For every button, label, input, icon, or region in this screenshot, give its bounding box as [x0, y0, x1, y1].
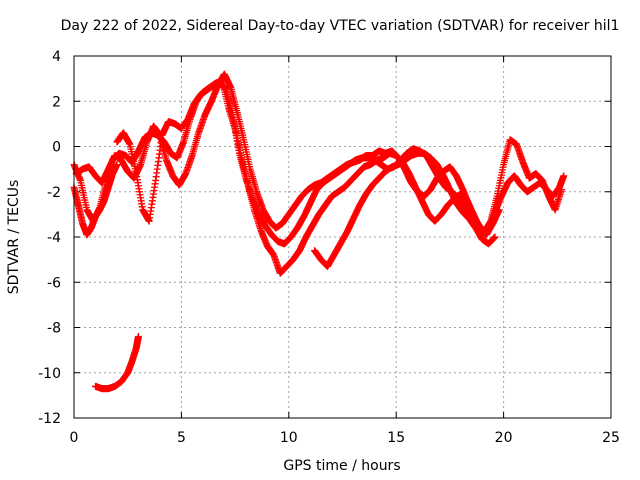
data-point — [558, 185, 566, 193]
x-tick-label: 5 — [177, 430, 186, 446]
x-axis-label: GPS time / hours — [283, 458, 400, 474]
x-tick-label: 20 — [495, 430, 513, 446]
grid — [74, 56, 611, 418]
y-tick-label: -6 — [47, 275, 61, 291]
y-axis-label: SDTVAR / TECUs — [6, 180, 22, 295]
data-point — [560, 172, 568, 180]
y-tick-label: 0 — [52, 140, 61, 156]
y-tick-label: -8 — [47, 321, 61, 337]
y-tick-label: 2 — [52, 94, 61, 110]
chart-title: Day 222 of 2022, Sidereal Day-to-day VTE… — [61, 18, 620, 34]
series-track-3 — [91, 333, 142, 393]
data-point — [134, 333, 142, 341]
x-tick-label: 25 — [602, 430, 620, 446]
series-track-5 — [311, 149, 499, 270]
x-tick-label: 10 — [280, 430, 298, 446]
y-tick-label: -2 — [47, 185, 61, 201]
y-tick-label: -10 — [38, 366, 61, 382]
y-tick-label: -4 — [47, 230, 61, 246]
x-tick-label: 0 — [70, 430, 79, 446]
y-tick-label: 4 — [52, 49, 61, 65]
y-tick-label: -12 — [38, 411, 61, 427]
axis-ticks: 0 5 10 15 20 25 -12 -10 -8 -6 -4 -2 0 2 4 — [38, 49, 620, 446]
data-points — [70, 70, 568, 393]
x-tick-label: 15 — [387, 430, 405, 446]
